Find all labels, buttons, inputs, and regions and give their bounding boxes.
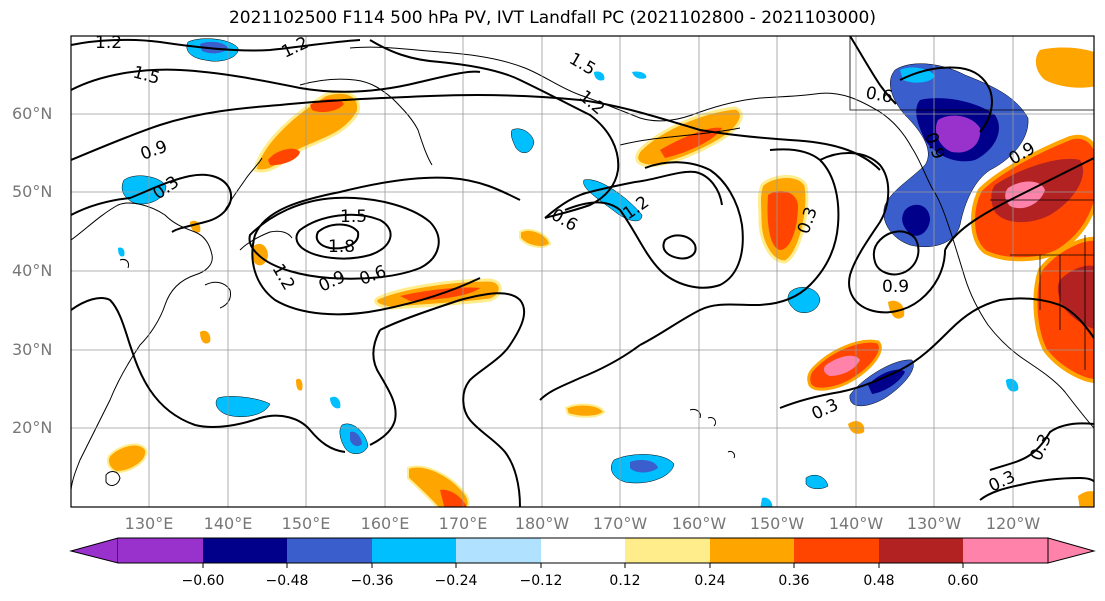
colorbar-bin <box>118 538 203 563</box>
colorbar-tick-label: −0.24 <box>434 573 478 589</box>
shade-positive <box>888 300 905 319</box>
shade-positive <box>1078 491 1094 507</box>
lon-label: 170°W <box>592 514 648 533</box>
lon-label: 160°W <box>671 514 727 533</box>
lon-label: 140°E <box>203 514 253 533</box>
colorbar-tick-label: 0.48 <box>863 573 895 589</box>
colorbar-bin <box>203 538 287 563</box>
lon-label: 180°W <box>514 514 570 533</box>
shade-positive <box>268 148 300 166</box>
contour-label: 0.3 <box>986 467 1019 497</box>
shade-positive <box>200 330 211 344</box>
shade-positive <box>107 443 148 474</box>
lon-label: 130°E <box>124 514 174 533</box>
contour-label: 1.2 <box>268 261 299 294</box>
colorbar-bin <box>287 538 372 563</box>
shade-negative <box>630 460 658 473</box>
colorbar-bin <box>456 538 541 563</box>
colorbar-extend-high <box>1047 537 1096 564</box>
colorbar-tick-label: −0.36 <box>350 573 394 589</box>
contour-label: 1.5 <box>340 207 367 227</box>
lat-label: 20°N <box>12 418 53 437</box>
lon-label: 170°E <box>438 514 488 533</box>
shade-negative <box>935 115 981 153</box>
lat-label: 30°N <box>12 340 53 359</box>
graticule <box>71 36 1094 507</box>
contour-label: 0.6 <box>864 83 894 107</box>
political-borders <box>849 36 1094 370</box>
contour-label: 1.8 <box>328 237 355 257</box>
lon-label: 140°W <box>828 514 884 533</box>
colorbar-bin <box>372 538 456 563</box>
shade-negative <box>330 396 341 409</box>
shade-negative <box>350 431 362 447</box>
contour-label: 0.6 <box>357 262 389 290</box>
colorbar <box>69 537 1096 568</box>
colorbar-tick-label: 0.36 <box>778 573 810 589</box>
shade-negative <box>805 475 829 489</box>
shade-negative <box>510 128 535 154</box>
lon-label: 160°E <box>360 514 410 533</box>
lon-label: 130°W <box>906 514 962 533</box>
shade-positive <box>296 378 303 391</box>
contour-label: 0.3 <box>1026 431 1056 464</box>
shade-positive <box>564 403 606 418</box>
shade-negative <box>1006 378 1019 392</box>
colorbar-bin <box>541 538 625 563</box>
map-title: 2021102500 F114 500 hPa PV, IVT Landfall… <box>228 8 876 28</box>
shade-negative <box>594 71 605 81</box>
colorbar-bin <box>625 538 710 563</box>
shade-negative <box>868 369 905 394</box>
pv-contours <box>71 36 1094 507</box>
colorbar-tick-label: −0.12 <box>519 573 563 589</box>
shade-positive <box>767 191 798 250</box>
shade-negative <box>902 204 930 236</box>
lat-label: 60°N <box>12 104 53 123</box>
shade-negative <box>118 247 125 257</box>
shade-positive <box>660 127 722 158</box>
lon-label: 150°W <box>749 514 805 533</box>
colorbar-tick-label: 0.12 <box>609 573 641 589</box>
contour-label: 1.2 <box>619 192 653 224</box>
lat-label: 40°N <box>12 261 53 280</box>
shade-positive <box>440 489 467 507</box>
shade-positive <box>252 243 268 266</box>
contour-label: 1.5 <box>131 63 162 89</box>
contour-label: 0.9 <box>316 267 349 297</box>
shade-negative <box>632 71 647 79</box>
colorbar-tick-label: 0.24 <box>694 573 726 589</box>
lon-label: 150°E <box>281 514 331 533</box>
colorbar-bin <box>710 538 794 563</box>
lon-label: 120°W <box>985 514 1041 533</box>
contour-label: 1.5 <box>566 49 599 80</box>
shade-positive <box>1035 47 1094 88</box>
shade-negative <box>215 396 271 417</box>
shade-positive <box>823 355 860 376</box>
colorbar-tick-label: −0.60 <box>181 573 225 589</box>
colorbar-bin <box>963 538 1048 563</box>
contour-label: 1.2 <box>95 33 122 53</box>
shade-negative <box>760 497 773 507</box>
shade-positive <box>519 228 552 248</box>
contour-label: 0.9 <box>138 137 170 165</box>
contour-label: 0.3 <box>809 395 842 425</box>
colorbar-bin <box>794 538 879 563</box>
map-frame <box>70 35 1095 508</box>
lat-label: 50°N <box>12 182 53 201</box>
contour-label: 0.9 <box>882 277 909 297</box>
colorbar-extend-low <box>69 537 119 564</box>
colorbar-tick-label: −0.48 <box>265 573 309 589</box>
contour-label: 1.2 <box>279 33 312 63</box>
colorbar-tick-label: 0.60 <box>947 573 979 589</box>
colorbar-bin <box>879 538 963 563</box>
